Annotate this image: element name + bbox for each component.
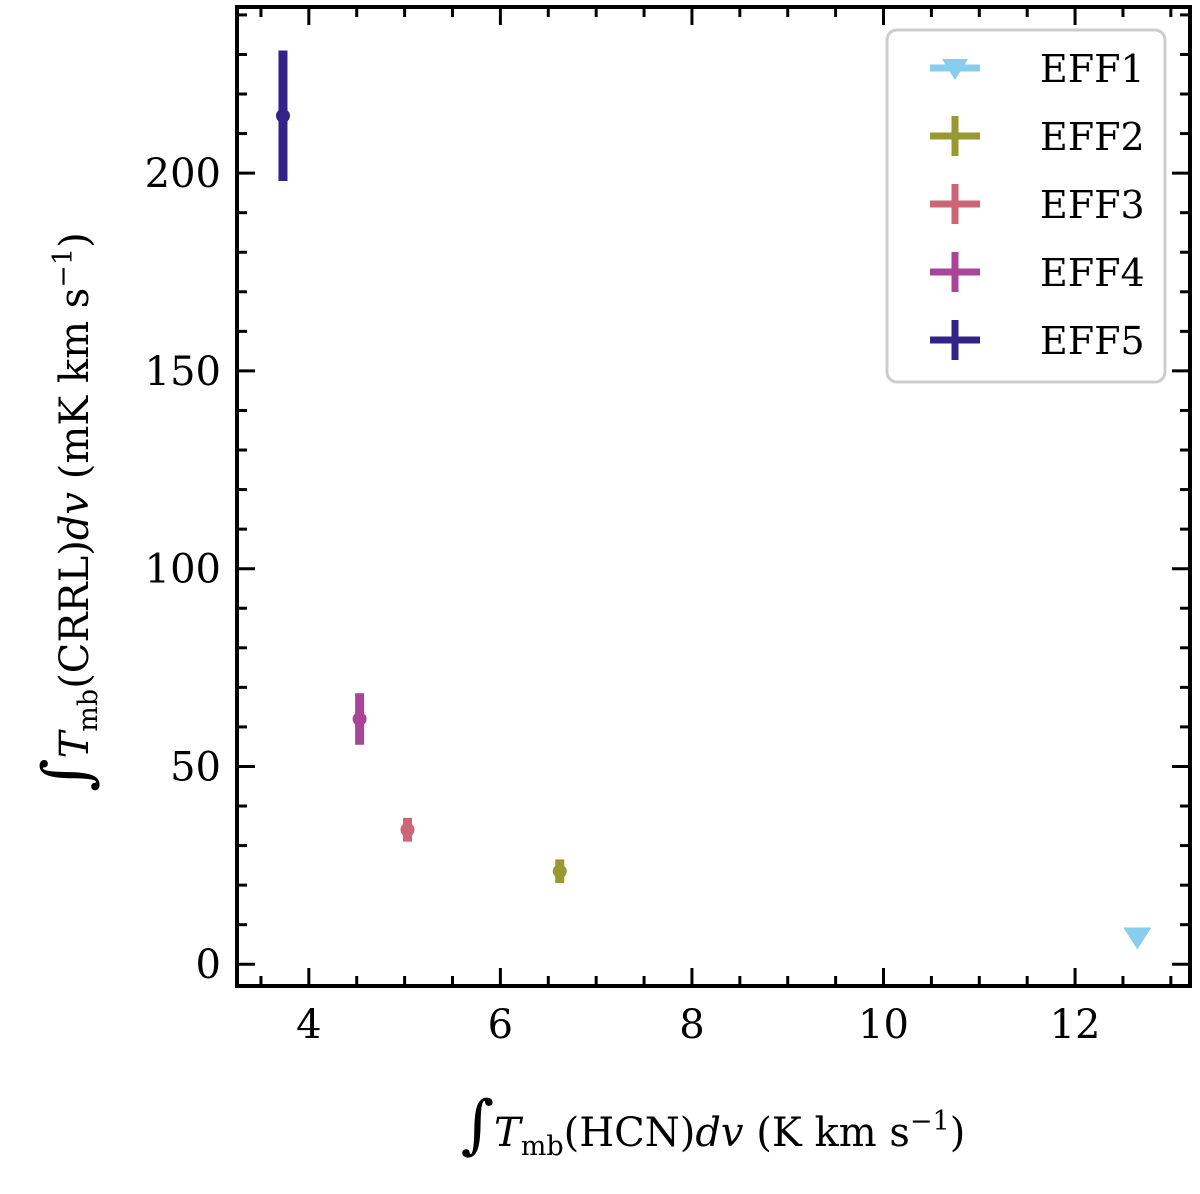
data-points xyxy=(275,50,1152,950)
y-axis-label-subscript: mb xyxy=(73,689,104,732)
y-axis-label-integral: ∫ xyxy=(30,758,104,791)
y-axis-label-unit: (mK km s xyxy=(52,288,98,480)
legend-item-eff3: EFF3 xyxy=(930,183,1145,227)
legend-item-eff1: EFF1 xyxy=(930,47,1145,91)
data-marker xyxy=(400,822,415,837)
data-marker xyxy=(352,712,367,726)
point-eff3 xyxy=(400,817,415,842)
svg-text:∫Tmb(CRRL)dv (mK km s−1): ∫Tmb(CRRL)dv (mK km s−1) xyxy=(30,232,104,791)
x-axis-label-species: (HCN) xyxy=(564,1110,696,1156)
x-axis-label-unit: (K km s xyxy=(756,1110,910,1156)
legend-label: EFF4 xyxy=(1040,251,1145,295)
x-axis-label: ∫Tmb(HCN)dv (K km s−1) xyxy=(461,1088,966,1162)
y-axis-label-species: (CRRL) xyxy=(52,540,98,689)
x-tick-label: 12 xyxy=(1050,1002,1101,1048)
x-tick-label: 10 xyxy=(858,1002,909,1048)
y-axis-label: ∫Tmb(CRRL)dv (mK km s−1) xyxy=(30,232,104,791)
point-eff1 xyxy=(1123,927,1152,950)
y-tick-label: 150 xyxy=(145,349,221,395)
x-axis-label-symbol: T xyxy=(494,1110,524,1156)
x-axis-label-integral: ∫ xyxy=(461,1088,494,1162)
y-tick-label: 100 xyxy=(145,547,221,593)
y-tick-label: 50 xyxy=(170,744,221,790)
legend-label: EFF5 xyxy=(1040,319,1145,363)
x-axis-label-exponent: −1 xyxy=(910,1106,950,1137)
y-tick-label: 0 xyxy=(196,942,221,988)
x-tick-label: 6 xyxy=(488,1002,513,1048)
y-axis-label-exponent: −1 xyxy=(48,248,79,288)
point-eff5 xyxy=(275,50,290,182)
legend-item-eff4: EFF4 xyxy=(930,251,1145,295)
x-axis-label-close: ) xyxy=(950,1110,966,1156)
x-axis-label-subscript: mb xyxy=(521,1131,564,1162)
y-axis-label-dv: dv xyxy=(52,492,98,541)
y-axis-label-symbol: T xyxy=(52,728,98,758)
point-eff2 xyxy=(552,859,567,884)
legend-marker xyxy=(942,59,968,80)
data-marker xyxy=(275,108,290,123)
point-eff4 xyxy=(352,693,367,745)
legend-label: EFF1 xyxy=(1040,47,1145,91)
legend-label: EFF2 xyxy=(1040,115,1145,159)
x-axis-label-dv: dv xyxy=(695,1110,744,1156)
axis-tick-labels: 4 6 8 10 12 0 50 100 150 200 xyxy=(145,151,1101,1048)
svg-text:∫Tmb(HCN)dv (K km s−1): ∫Tmb(HCN)dv (K km s−1) xyxy=(461,1088,966,1162)
x-tick-label: 8 xyxy=(679,1002,704,1048)
legend: EFF1 EFF2 EFF3 EFF4 EFF5 xyxy=(885,28,1167,384)
upper-limit-marker xyxy=(1123,927,1152,950)
y-tick-label: 200 xyxy=(145,151,221,197)
legend-item-eff5: EFF5 xyxy=(930,319,1145,363)
y-axis-label-close: ) xyxy=(52,232,98,248)
plot-frame xyxy=(235,5,1192,988)
x-tick-label: 4 xyxy=(296,1002,321,1048)
data-marker xyxy=(552,864,567,879)
legend-label: EFF3 xyxy=(1040,183,1145,227)
legend-item-eff2: EFF2 xyxy=(930,115,1145,159)
